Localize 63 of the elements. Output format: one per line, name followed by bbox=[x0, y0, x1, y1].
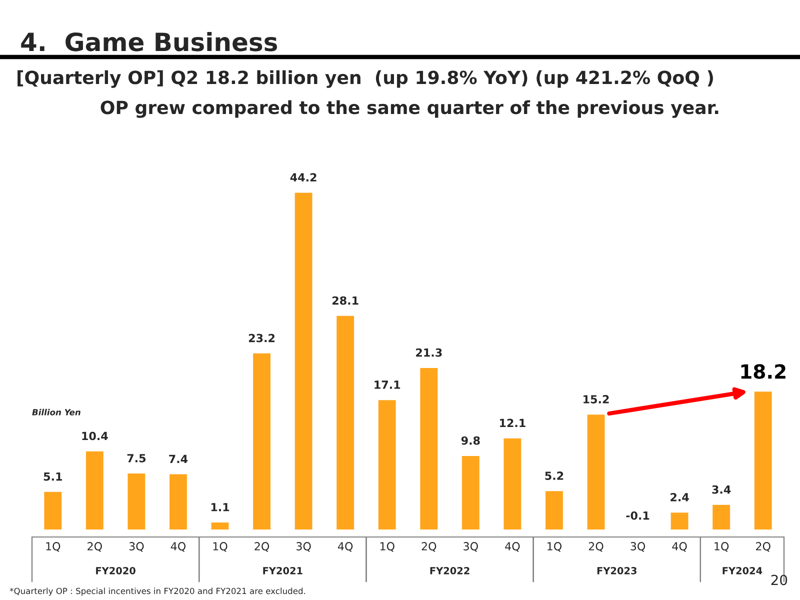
x-tick-label: 2Q bbox=[588, 542, 604, 552]
data-label: 7.4 bbox=[169, 454, 188, 463]
x-tick-label: 2Q bbox=[422, 542, 436, 552]
y-axis-title: Billion Yen bbox=[32, 408, 80, 416]
data-label: 5.2 bbox=[545, 472, 564, 480]
bar bbox=[252, 352, 272, 531]
bar bbox=[418, 366, 439, 531]
x-tick-label: 3Q bbox=[464, 542, 478, 552]
bar bbox=[126, 472, 147, 531]
x-tick-label: 2Q bbox=[756, 542, 770, 552]
data-label: 28.1 bbox=[332, 296, 358, 305]
chart-title: 4. Game Business bbox=[21, 32, 278, 52]
data-label: 3.4 bbox=[712, 485, 731, 494]
bar bbox=[335, 314, 356, 531]
data-label: -0.1 bbox=[626, 511, 650, 520]
chart-subtitle: [Quarterly OP] Q2 18.2 billion yen (up 19.8% YoY) (up 421.2% QoQ ) OP grew compared to the same quarter of the previous year. bbox=[18, 70, 718, 118]
x-tick-label: 1Q bbox=[548, 542, 562, 552]
text: *Quarterly OP : Special incentives in FY2020 and FY2021 are excluded. bbox=[10, 588, 306, 596]
data-label: 23.2 bbox=[248, 334, 275, 342]
bar bbox=[377, 398, 398, 531]
text: FY2023 bbox=[597, 566, 636, 574]
x-tick-label: 1Q bbox=[46, 542, 60, 552]
data-label: 5.1 bbox=[44, 472, 62, 481]
bar bbox=[84, 450, 105, 531]
bar bbox=[210, 521, 230, 531]
x-tick-label: 4Q bbox=[672, 542, 687, 552]
x-tick-label: 2Q bbox=[254, 542, 270, 552]
data-label: 17.1 bbox=[374, 380, 400, 389]
data-label: 10.4 bbox=[82, 432, 108, 440]
bar bbox=[502, 436, 523, 531]
data-label: 7.5 bbox=[127, 454, 146, 462]
bar bbox=[544, 490, 564, 531]
x-tick-label: 1Q bbox=[380, 542, 394, 552]
bar bbox=[460, 454, 481, 531]
data-label: 1.1 bbox=[211, 503, 230, 512]
bar bbox=[669, 511, 690, 531]
x-tick-label: 3Q bbox=[296, 542, 311, 552]
text: FY2024 bbox=[722, 566, 762, 574]
data-label: 18.2 bbox=[741, 364, 786, 379]
x-tick-label: 3Q bbox=[129, 542, 144, 552]
x-tick-label: 4Q bbox=[170, 542, 186, 552]
x-tick-label: 3Q bbox=[630, 542, 646, 552]
bar bbox=[42, 490, 63, 531]
data-label: 44.2 bbox=[290, 173, 316, 182]
bar bbox=[711, 504, 732, 531]
text: FY2020 bbox=[96, 566, 136, 574]
x-tick-label: 4Q bbox=[505, 542, 520, 552]
x-tick-label: 1Q bbox=[213, 542, 228, 552]
bar bbox=[753, 390, 774, 531]
bar bbox=[293, 191, 314, 531]
data-label: 21.3 bbox=[416, 348, 442, 357]
bar bbox=[586, 413, 606, 531]
text: FY2022 bbox=[430, 566, 470, 574]
x-tick-label: 2Q bbox=[88, 542, 102, 552]
data-label: 2.4 bbox=[670, 492, 689, 502]
text: FY2021 bbox=[263, 566, 302, 574]
x-tick-label: 1Q bbox=[714, 542, 729, 552]
text: 20 bbox=[771, 574, 788, 586]
data-label: 15.2 bbox=[584, 395, 609, 404]
bar bbox=[168, 472, 188, 531]
data-label: 9.8 bbox=[461, 436, 480, 445]
x-tick-label: 4Q bbox=[338, 542, 353, 552]
data-label: 12.1 bbox=[500, 418, 526, 428]
